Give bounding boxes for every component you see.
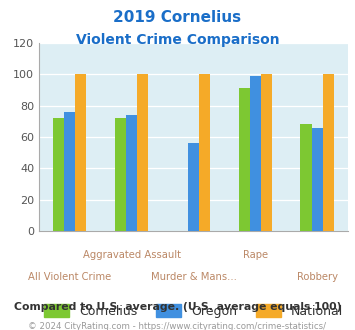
Bar	[250, 76, 261, 231]
Bar	[199, 74, 210, 231]
Bar	[323, 74, 334, 231]
Text: Violent Crime Comparison: Violent Crime Comparison	[76, 33, 279, 47]
Text: Murder & Mans...: Murder & Mans...	[151, 272, 236, 282]
Text: All Violent Crime: All Violent Crime	[28, 272, 111, 282]
Bar	[312, 128, 323, 231]
Bar	[261, 74, 272, 231]
Bar	[239, 88, 250, 231]
Text: © 2024 CityRating.com - https://www.cityrating.com/crime-statistics/: © 2024 CityRating.com - https://www.city…	[28, 322, 327, 330]
Bar	[300, 124, 312, 231]
Bar	[75, 74, 87, 231]
Bar	[188, 143, 199, 231]
Text: Aggravated Assault: Aggravated Assault	[83, 250, 181, 260]
Bar	[126, 115, 137, 231]
Legend: Cornelius, Oregon, National: Cornelius, Oregon, National	[39, 299, 348, 322]
Text: Robbery: Robbery	[297, 272, 338, 282]
Text: Compared to U.S. average. (U.S. average equals 100): Compared to U.S. average. (U.S. average …	[14, 302, 341, 312]
Bar	[64, 112, 75, 231]
Text: Rape: Rape	[243, 250, 268, 260]
Bar	[115, 118, 126, 231]
Bar	[53, 118, 64, 231]
Bar	[137, 74, 148, 231]
Text: 2019 Cornelius: 2019 Cornelius	[114, 10, 241, 25]
